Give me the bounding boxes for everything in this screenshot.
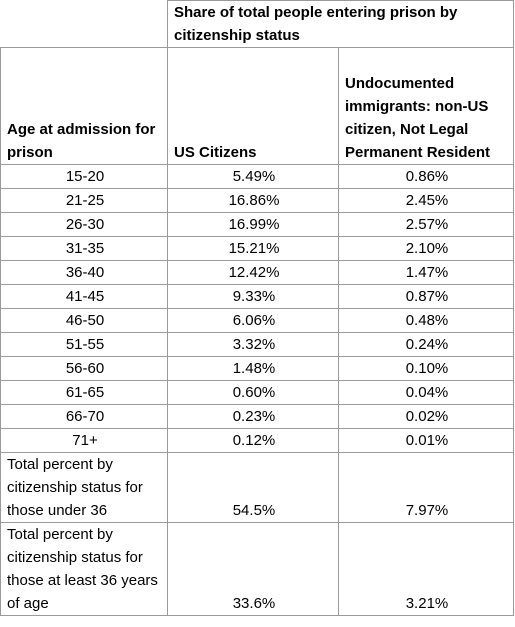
cell-undocumented: 0.86% — [338, 164, 514, 189]
empty-corner-cell — [0, 0, 168, 48]
cell-us-citizens: 16.99% — [167, 212, 339, 237]
column-header-undocumented: Undocumented immigrants: non-US citizen,… — [338, 47, 514, 165]
cell-us-citizens: 0.23% — [167, 404, 339, 429]
cell-us-citizens: 0.12% — [167, 428, 339, 453]
total-label: Total percent by citizenship status for … — [0, 452, 168, 523]
cell-age: 46-50 — [0, 308, 168, 333]
cell-undocumented: 0.10% — [338, 356, 514, 381]
cell-undocumented: 1.47% — [338, 260, 514, 285]
cell-age: 71+ — [0, 428, 168, 453]
table-row: 71+ 0.12% 0.01% — [0, 428, 514, 453]
total-undocumented: 7.97% — [338, 452, 514, 523]
cell-age: 41-45 — [0, 284, 168, 309]
table-row: 21-25 16.86% 2.45% — [0, 188, 514, 213]
total-row: Total percent by citizenship status for … — [0, 522, 514, 616]
table-row: 46-50 6.06% 0.48% — [0, 308, 514, 333]
cell-undocumented: 2.10% — [338, 236, 514, 261]
cell-age: 21-25 — [0, 188, 168, 213]
total-us-citizens: 33.6% — [167, 522, 339, 616]
table-row: 41-45 9.33% 0.87% — [0, 284, 514, 309]
cell-undocumented: 2.45% — [338, 188, 514, 213]
table-row: 26-30 16.99% 2.57% — [0, 212, 514, 237]
column-header-age: Age at admission for prison — [0, 47, 168, 165]
table-row: 51-55 3.32% 0.24% — [0, 332, 514, 357]
cell-us-citizens: 16.86% — [167, 188, 339, 213]
cell-age: 51-55 — [0, 332, 168, 357]
cell-undocumented: 0.04% — [338, 380, 514, 405]
cell-age: 26-30 — [0, 212, 168, 237]
column-header-row: Age at admission for prison US Citizens … — [0, 47, 514, 165]
cell-age: 15-20 — [0, 164, 168, 189]
cell-us-citizens: 5.49% — [167, 164, 339, 189]
total-us-citizens: 54.5% — [167, 452, 339, 523]
table-row: 56-60 1.48% 0.10% — [0, 356, 514, 381]
total-label: Total percent by citizenship status for … — [0, 522, 168, 616]
cell-age: 31-35 — [0, 236, 168, 261]
table-row: 31-35 15.21% 2.10% — [0, 236, 514, 261]
cell-us-citizens: 9.33% — [167, 284, 339, 309]
group-header: Share of total people entering prison by… — [167, 0, 514, 48]
cell-age: 61-65 — [0, 380, 168, 405]
cell-undocumented: 0.01% — [338, 428, 514, 453]
cell-undocumented: 0.24% — [338, 332, 514, 357]
cell-undocumented: 0.48% — [338, 308, 514, 333]
cell-us-citizens: 3.32% — [167, 332, 339, 357]
table-row: 15-20 5.49% 0.86% — [0, 164, 514, 189]
cell-us-citizens: 12.42% — [167, 260, 339, 285]
total-undocumented: 3.21% — [338, 522, 514, 616]
cell-undocumented: 0.02% — [338, 404, 514, 429]
cell-undocumented: 0.87% — [338, 284, 514, 309]
table-row: 61-65 0.60% 0.04% — [0, 380, 514, 405]
column-header-us-citizens: US Citizens — [167, 47, 339, 165]
cell-age: 66-70 — [0, 404, 168, 429]
total-row: Total percent by citizenship status for … — [0, 452, 514, 523]
cell-us-citizens: 15.21% — [167, 236, 339, 261]
table-row: 66-70 0.23% 0.02% — [0, 404, 514, 429]
cell-age: 36-40 — [0, 260, 168, 285]
group-header-row: Share of total people entering prison by… — [0, 0, 514, 48]
cell-undocumented: 2.57% — [338, 212, 514, 237]
cell-us-citizens: 0.60% — [167, 380, 339, 405]
cell-age: 56-60 — [0, 356, 168, 381]
cell-us-citizens: 1.48% — [167, 356, 339, 381]
cell-us-citizens: 6.06% — [167, 308, 339, 333]
table-row: 36-40 12.42% 1.47% — [0, 260, 514, 285]
